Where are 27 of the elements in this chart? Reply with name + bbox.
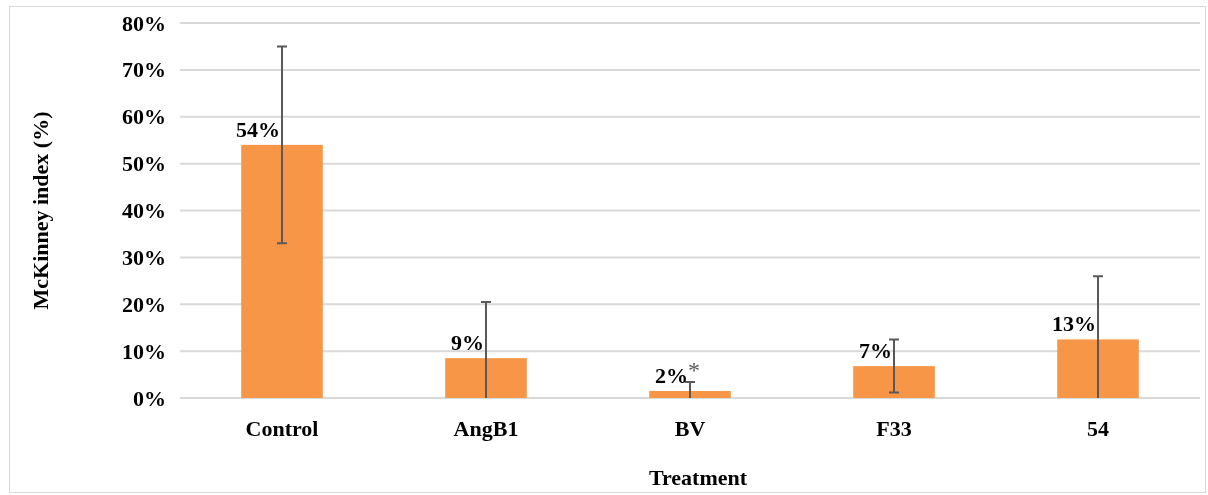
x-tick-label: 54 [1087,415,1109,441]
y-tick-label: 10% [122,338,166,364]
y-tick-label: 50% [122,151,166,177]
bar [853,366,935,398]
data-label: 9% [451,330,484,356]
y-tick-label: 20% [122,291,166,317]
y-tick-label: 0% [133,385,166,411]
x-tick-label: AngB1 [453,415,519,441]
y-tick-label: 60% [122,104,166,130]
data-label: 2% [655,362,688,388]
annotation: * [688,357,700,384]
x-tick-label: BV [674,415,706,441]
x-tick-label: Control [245,415,319,441]
bar [445,358,527,398]
bar [241,144,323,398]
x-tick-label: F33 [876,415,912,441]
y-tick-label: 70% [122,57,166,83]
y-tick-label: 40% [122,198,166,224]
y-axis-title: McKinney index (%) [28,111,53,310]
data-label: 7% [859,338,892,364]
data-label: 13% [1052,311,1096,337]
bar [1057,339,1139,398]
data-label: 54% [236,116,280,142]
y-tick-label: 80% [122,10,166,36]
x-axis-title: Treatment [648,465,748,490]
bar [649,390,731,398]
y-tick-label: 30% [122,244,166,270]
